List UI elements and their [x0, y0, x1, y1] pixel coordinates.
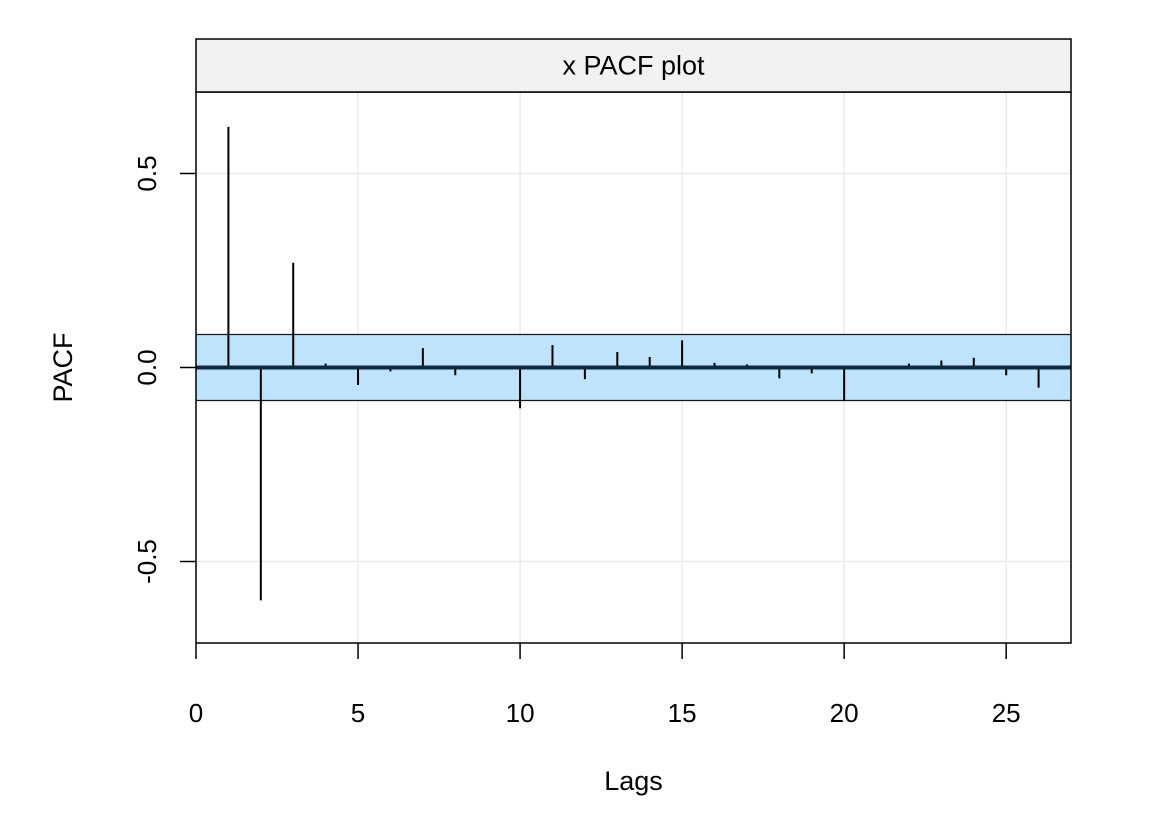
x-axis: 0 5 10 15 20 25 [189, 643, 1021, 728]
pacf-bars [227, 126, 1040, 601]
y-tick-label: -0.5 [132, 539, 162, 584]
x-tick-label: 5 [351, 698, 365, 728]
y-axis-title: PACF [48, 332, 78, 402]
chart-title: x PACF plot [562, 51, 705, 81]
x-axis-title: Lags [604, 766, 663, 796]
y-axis: -0.5 0.0 0.5 [132, 155, 196, 584]
x-tick-label: 10 [506, 698, 535, 728]
x-tick-label: 15 [668, 698, 697, 728]
y-tick-label: 0.5 [132, 155, 162, 191]
y-tick-label: 0.0 [132, 349, 162, 385]
title-strip [195, 38, 1072, 93]
x-tick-label: 25 [992, 698, 1021, 728]
x-tick-label: 0 [189, 698, 203, 728]
x-tick-label: 20 [830, 698, 859, 728]
